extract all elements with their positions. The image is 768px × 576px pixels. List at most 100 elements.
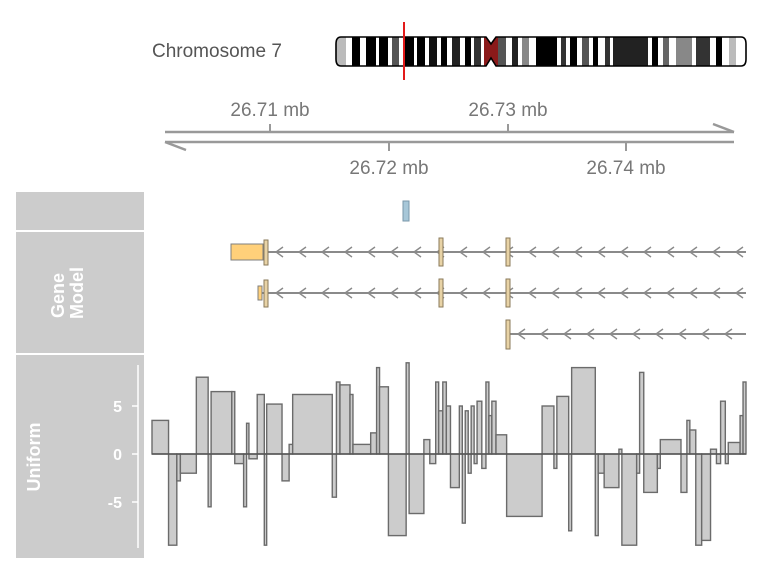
chromosome-band — [652, 37, 658, 66]
data-bar — [742, 381, 747, 455]
strand-arrow — [320, 246, 330, 258]
data-bar — [231, 390, 236, 455]
data-bar — [167, 453, 178, 546]
chromosome-band — [465, 37, 471, 66]
strand-arrow — [562, 328, 572, 340]
data-bar — [429, 453, 437, 465]
chromosome-band — [696, 37, 710, 66]
strand-arrow — [412, 246, 422, 258]
exon-block — [263, 279, 269, 308]
data-bar — [621, 453, 638, 546]
data-bar — [556, 395, 570, 455]
data-bar — [553, 453, 558, 470]
chromosome-band — [605, 37, 610, 66]
chromosome-label: Chromosome 7 — [152, 41, 282, 62]
chromosome-band — [582, 37, 589, 66]
data-bar — [476, 400, 483, 455]
data-bar — [352, 443, 372, 455]
data-bar — [727, 441, 741, 455]
strand-arrow — [412, 287, 422, 299]
chromosome-band — [593, 37, 598, 66]
chromosome-outline — [335, 36, 747, 67]
chromosome-band — [429, 37, 437, 66]
strand-arrow — [631, 328, 641, 340]
data-bar — [445, 405, 452, 455]
strand-arrow — [550, 246, 560, 258]
data-bar — [195, 376, 209, 455]
exon-block — [263, 239, 269, 266]
strand-arrow — [608, 328, 618, 340]
exon-block — [505, 237, 511, 267]
data-bar — [659, 438, 682, 455]
strand-arrow — [366, 287, 376, 299]
axis-tick-label: 26.73 mb — [468, 100, 547, 121]
data-bar — [505, 453, 543, 518]
data-bar — [719, 400, 727, 455]
strand-arrow — [596, 287, 606, 299]
data-bar — [461, 453, 466, 524]
axis-tick-label: 26.74 mb — [586, 158, 665, 179]
y-axis-tick-label: 5 — [113, 399, 122, 416]
strand-arrow — [343, 287, 353, 299]
data-bar — [700, 453, 712, 542]
strand-arrow — [642, 246, 652, 258]
chromosome-band — [484, 37, 498, 66]
data-bar — [405, 362, 410, 455]
data-bar — [369, 432, 378, 455]
data-bar — [695, 453, 703, 546]
exon-block — [438, 278, 444, 308]
axis-tick-label: 26.72 mb — [349, 158, 428, 179]
data-bar — [256, 393, 265, 455]
strand-arrow — [723, 328, 733, 340]
strand-arrow — [539, 328, 549, 340]
data-bar — [715, 453, 722, 465]
strand-arrow — [458, 246, 468, 258]
strand-arrow — [711, 287, 721, 299]
data-bar — [408, 453, 425, 515]
strand-arrow — [642, 287, 652, 299]
data-bar — [423, 438, 431, 455]
data-bar — [151, 419, 170, 455]
strand-arrow — [734, 287, 744, 299]
data-bar — [265, 403, 283, 455]
data-bar — [541, 405, 555, 455]
chromosome-band — [405, 37, 414, 66]
data-bar — [245, 422, 250, 455]
transcript — [505, 319, 746, 350]
exon-block — [505, 278, 511, 308]
chromosome-band — [352, 37, 360, 66]
y-axis-tick-label: 0 — [113, 447, 122, 464]
strand-arrow — [320, 287, 330, 299]
chromosome-band — [613, 37, 648, 66]
strand-arrow — [665, 246, 675, 258]
strand-arrow — [734, 246, 744, 258]
chromosome-band — [474, 37, 481, 66]
track-label-gene-model: Gene Model — [48, 267, 87, 319]
strand-arrow — [700, 328, 710, 340]
track-label-uniform: Uniform — [24, 423, 44, 492]
strand-arrow — [688, 287, 698, 299]
data-bar — [339, 384, 351, 455]
strand-arrow — [711, 246, 721, 258]
data-bar — [291, 393, 333, 455]
strand-arrow — [619, 246, 629, 258]
chromosome-band — [716, 37, 722, 66]
chromosome-band — [392, 37, 399, 66]
axis-tick-label: 26.71 mb — [230, 100, 309, 121]
data-bar — [495, 434, 508, 455]
chromosome-band — [536, 37, 557, 66]
strand-arrow — [677, 328, 687, 340]
track-title-panel-gene-model — [16, 232, 144, 353]
chromosome-band — [561, 37, 566, 66]
data-bar — [210, 390, 233, 455]
data-bar — [689, 429, 697, 455]
strand-arrow — [550, 287, 560, 299]
data-bar — [643, 453, 659, 494]
data-bar — [242, 453, 248, 508]
strand-arrow — [297, 287, 307, 299]
strand-arrow — [573, 287, 583, 299]
data-bar — [234, 453, 245, 465]
data-bar — [638, 371, 645, 455]
strand-arrow — [573, 246, 583, 258]
